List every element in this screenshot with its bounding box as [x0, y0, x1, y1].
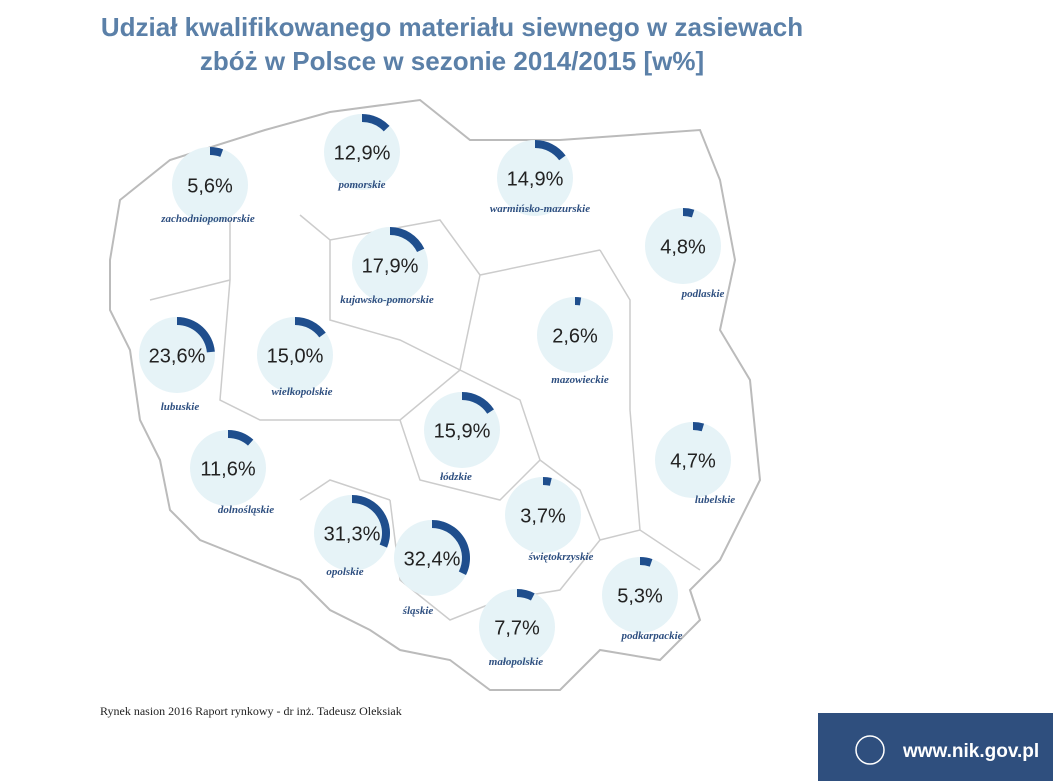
share-arc	[683, 208, 695, 218]
region-value: 4,8%	[660, 236, 706, 258]
title-line: zbóż w Polsce w sezonie 2014/2015 [w%]	[200, 46, 704, 76]
region-value: 4,7%	[670, 450, 716, 472]
region-name: wielkopolskie	[271, 386, 332, 398]
share-arc	[535, 140, 566, 161]
region-value: 31,3%	[324, 523, 381, 545]
region-value: 32,4%	[404, 548, 461, 570]
region-name: zachodniopomorskie	[160, 213, 255, 225]
footer-url[interactable]: www.nik.gov.pl	[902, 741, 1039, 762]
region-disc	[352, 227, 428, 303]
share-arc	[517, 589, 535, 601]
region-disc	[537, 297, 613, 373]
region-value: 17,9%	[362, 255, 419, 277]
region-name: lubelskie	[695, 494, 735, 506]
region-value: 11,6%	[200, 458, 255, 480]
region-disc	[479, 589, 555, 665]
share-arc	[575, 297, 582, 306]
region-name: pomorskie	[337, 179, 385, 191]
region-disc	[645, 208, 721, 284]
region-value: 3,7%	[520, 505, 566, 527]
region-name: łódzkie	[439, 471, 472, 483]
share-arc	[462, 392, 494, 414]
region-value: 15,9%	[434, 420, 491, 442]
region-disc	[314, 495, 390, 571]
share-arc	[362, 114, 390, 132]
footer-box	[818, 713, 1053, 781]
region-name: świętokrzyskie	[528, 551, 594, 563]
region-disc	[602, 557, 678, 633]
share-arc	[640, 557, 653, 567]
share-arc	[228, 430, 254, 446]
region-disc	[172, 147, 248, 223]
share-arc	[177, 317, 215, 353]
region-value: 2,6%	[552, 325, 598, 347]
region-disc	[424, 392, 500, 468]
region-name: mazowieckie	[551, 374, 609, 386]
region-name: dolnośląskie	[218, 504, 274, 516]
share-arc	[693, 422, 705, 432]
region-value: 5,6%	[187, 175, 233, 197]
region-disc	[394, 520, 470, 596]
region-value: 5,3%	[617, 585, 663, 607]
region-disc	[190, 430, 266, 506]
region-name: śląskie	[402, 605, 434, 617]
title-line: Udział kwalifikowanego materiału siewneg…	[101, 12, 803, 42]
region-value: 14,9%	[507, 168, 564, 190]
region-value: 12,9%	[334, 142, 391, 164]
region-name: kujawsko-pomorskie	[340, 294, 434, 306]
logo	[855, 735, 885, 765]
poland-outline	[109, 98, 762, 691]
region-disc	[655, 422, 731, 498]
share-arc	[390, 227, 425, 253]
region-name: małopolskie	[489, 656, 544, 668]
region-disc	[497, 140, 573, 216]
region-name: warmińsko-mazurskie	[490, 203, 590, 215]
region-name: podlaskie	[681, 288, 725, 300]
region-value: 15,0%	[267, 345, 324, 367]
source: Rynek nasion 2016 Raport rynkowy - dr in…	[100, 704, 402, 718]
region-name: opolskie	[326, 566, 363, 578]
share-arc	[543, 477, 552, 486]
region-disc	[257, 317, 333, 393]
region-value: 7,7%	[494, 617, 540, 639]
share-arc	[295, 317, 326, 338]
region-name: lubuskie	[161, 401, 200, 413]
region-disc	[505, 477, 581, 553]
region-value: 23,6%	[149, 345, 206, 367]
share-arc	[210, 147, 224, 157]
share-arc	[352, 495, 390, 548]
region-disc	[324, 114, 400, 190]
share-arc	[432, 520, 470, 576]
region-disc	[139, 317, 215, 393]
region-name: podkarpackie	[620, 630, 682, 642]
